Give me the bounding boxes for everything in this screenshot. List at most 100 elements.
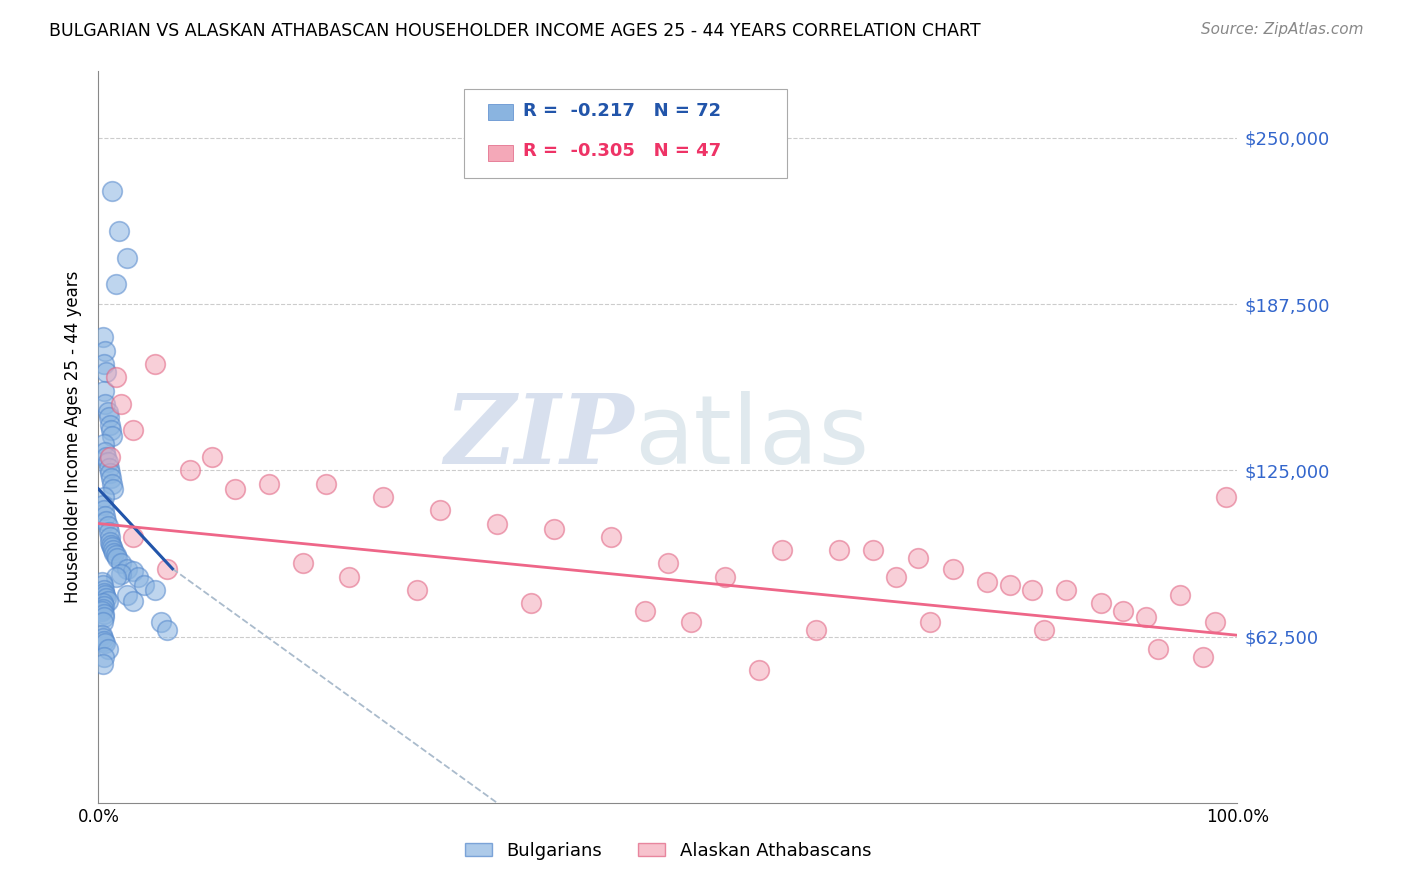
- Point: [634, 604, 657, 618]
- Point: [1146, 641, 1168, 656]
- Point: [93, 436, 115, 450]
- Point: [1204, 615, 1226, 629]
- Point: [884, 570, 907, 584]
- Point: [96, 593, 118, 607]
- Point: [600, 530, 623, 544]
- Point: [98, 530, 121, 544]
- Point: [132, 577, 155, 591]
- Point: [97, 524, 120, 539]
- Point: [100, 424, 122, 438]
- Point: [103, 543, 125, 558]
- Point: [93, 609, 115, 624]
- Point: [679, 615, 702, 629]
- Point: [1112, 604, 1135, 618]
- Point: [104, 370, 127, 384]
- Point: [406, 582, 429, 597]
- Point: [543, 522, 565, 536]
- Point: [93, 582, 115, 597]
- Point: [100, 471, 122, 485]
- Point: [101, 541, 124, 555]
- Point: [103, 482, 125, 496]
- Point: [976, 575, 998, 590]
- Point: [110, 397, 132, 411]
- Point: [115, 251, 138, 265]
- Point: [94, 588, 117, 602]
- Point: [156, 623, 179, 637]
- Point: [101, 476, 124, 491]
- Point: [98, 450, 121, 464]
- Point: [108, 224, 131, 238]
- Point: [96, 591, 118, 605]
- Point: [98, 418, 121, 433]
- Point: [714, 570, 737, 584]
- Point: [96, 455, 118, 469]
- Point: [315, 476, 337, 491]
- Point: [93, 599, 115, 613]
- Point: [224, 482, 246, 496]
- Point: [91, 631, 114, 645]
- Point: [429, 503, 451, 517]
- Point: [91, 601, 114, 615]
- Point: [862, 543, 884, 558]
- Point: [94, 508, 117, 523]
- Point: [96, 365, 118, 379]
- Point: [371, 490, 394, 504]
- Point: [486, 516, 509, 531]
- Point: [96, 641, 118, 656]
- Point: [94, 397, 117, 411]
- Point: [259, 476, 281, 491]
- Point: [93, 649, 115, 664]
- Point: [1192, 649, 1215, 664]
- Point: [104, 570, 127, 584]
- Point: [94, 444, 117, 458]
- Point: [115, 588, 138, 602]
- Point: [96, 514, 118, 528]
- Point: [100, 538, 122, 552]
- Text: Source: ZipAtlas.com: Source: ZipAtlas.com: [1201, 22, 1364, 37]
- Text: atlas: atlas: [634, 391, 869, 483]
- Point: [91, 577, 114, 591]
- Point: [918, 615, 941, 629]
- Point: [98, 466, 121, 480]
- Point: [115, 562, 138, 576]
- Point: [104, 277, 127, 292]
- Text: R =  -0.305   N = 47: R = -0.305 N = 47: [523, 142, 721, 161]
- Point: [1021, 582, 1043, 597]
- Point: [93, 607, 115, 621]
- Point: [93, 357, 115, 371]
- Point: [91, 657, 114, 672]
- Point: [1170, 588, 1192, 602]
- Point: [804, 623, 827, 637]
- Point: [292, 557, 315, 571]
- Point: [145, 357, 167, 371]
- Point: [101, 429, 124, 443]
- Point: [93, 503, 115, 517]
- Point: [657, 557, 679, 571]
- Point: [91, 498, 114, 512]
- Point: [93, 585, 115, 599]
- Point: [104, 549, 127, 563]
- Point: [96, 450, 118, 464]
- Y-axis label: Householder Income Ages 25 - 44 years: Householder Income Ages 25 - 44 years: [65, 271, 83, 603]
- Point: [93, 633, 115, 648]
- Point: [98, 535, 121, 549]
- Point: [1090, 596, 1112, 610]
- Point: [121, 530, 143, 544]
- Point: [121, 565, 143, 579]
- Point: [337, 570, 360, 584]
- Legend: Bulgarians, Alaskan Athabascans: Bulgarians, Alaskan Athabascans: [457, 835, 879, 867]
- Point: [110, 567, 132, 582]
- Point: [105, 551, 128, 566]
- Point: [103, 546, 125, 560]
- Point: [94, 636, 117, 650]
- Point: [121, 593, 143, 607]
- Point: [748, 663, 770, 677]
- Point: [828, 543, 851, 558]
- Point: [942, 562, 965, 576]
- Point: [101, 184, 124, 198]
- Point: [1135, 609, 1157, 624]
- Point: [907, 551, 929, 566]
- Point: [127, 570, 149, 584]
- Point: [93, 490, 115, 504]
- Point: [179, 463, 201, 477]
